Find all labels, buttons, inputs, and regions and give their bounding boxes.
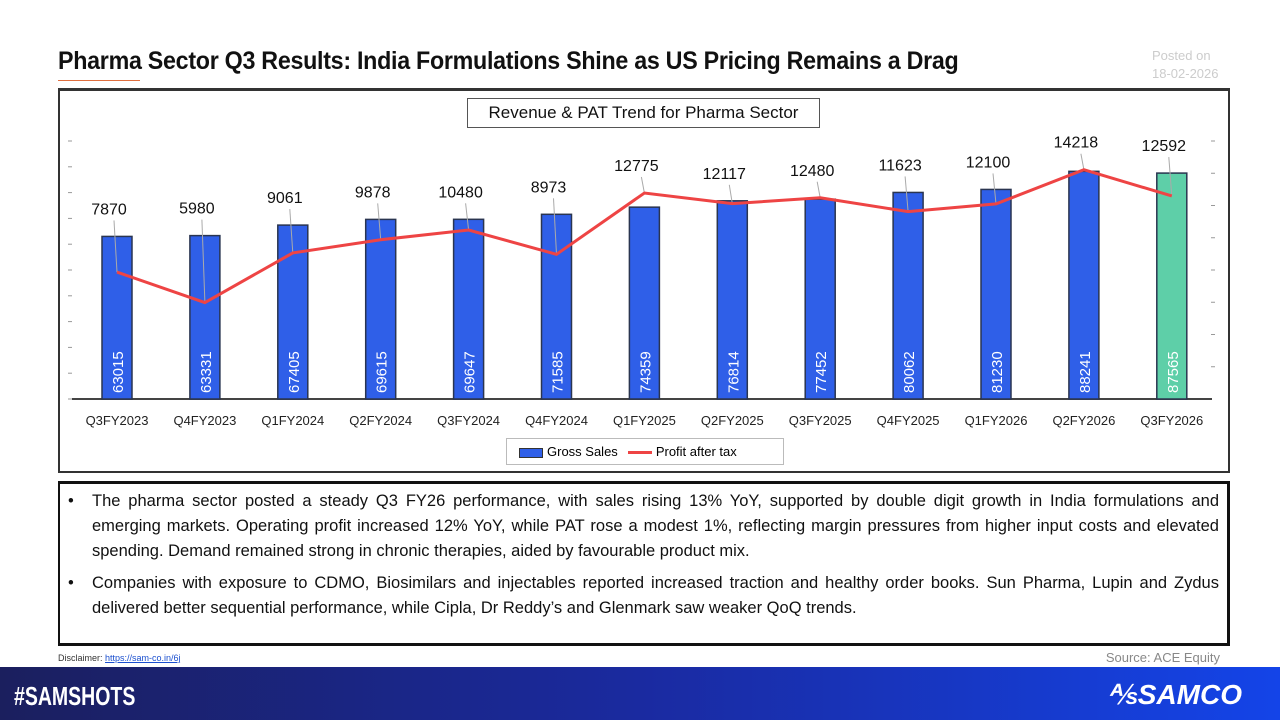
commentary-box: • The pharma sector posted a steady Q3 FY…: [58, 481, 1230, 646]
bar-gross-sales: [1068, 170, 1100, 400]
footer-banner: #SAMSHOTS ⅍SAMCO: [0, 667, 1280, 720]
bar-gross-sales: [980, 188, 1012, 400]
x-tick-label: Q3FY2026: [1140, 413, 1203, 428]
bar-data-label: 63015: [110, 351, 127, 393]
x-tick-label: Q4FY2024: [525, 413, 588, 428]
data-label-leader: [201, 219, 206, 303]
disclaimer-link[interactable]: https://sam-co.in/6j: [105, 653, 181, 663]
bar-data-label: 69647: [462, 351, 479, 393]
footer-hashtag: #SAMSHOTS: [14, 681, 136, 711]
x-tick-label: Q4FY2023: [173, 413, 236, 428]
bar-gross-sales: [628, 206, 661, 400]
disclaimer-label: Disclaimer:: [58, 653, 103, 663]
x-tick-label: Q2FY2025: [701, 413, 764, 428]
data-label-leader: [992, 173, 997, 204]
page-title: Pharma Sector Q3 Results: India Formulat…: [58, 47, 959, 75]
data-label-leader: [728, 184, 733, 204]
legend: Gross Sales Profit after tax: [506, 438, 784, 465]
bar-gross-sales: [892, 191, 924, 400]
line-data-label: 5980: [179, 201, 215, 218]
line-swatch: [627, 451, 652, 455]
bar-gross-sales: [1156, 172, 1188, 400]
legend-label: Profit after tax: [655, 444, 737, 459]
data-label-leader: [113, 220, 118, 273]
posted-label: Posted on: [1152, 48, 1211, 63]
data-label-leader: [377, 203, 382, 240]
chart-container: [58, 88, 1230, 473]
x-tick-label: Q1FY2025: [613, 413, 676, 428]
line-data-label: 12117: [703, 166, 746, 183]
line-data-label: 12100: [966, 154, 1011, 171]
data-label-leader: [1168, 157, 1173, 196]
data-label-leader: [465, 203, 470, 231]
bullet: •: [68, 492, 74, 510]
brand-logo: ⅍SAMCO: [1110, 679, 1242, 711]
line-data-label: 12480: [790, 163, 835, 180]
line-data-label: 7870: [91, 201, 127, 218]
line-data-label: 14218: [1054, 135, 1099, 152]
bar-data-label: 87565: [1165, 351, 1182, 393]
source-note: Source: ACE Equity: [1105, 650, 1220, 665]
data-label-leader: [1080, 153, 1085, 170]
note-text: The pharma sector posted a steady Q3 FY2…: [92, 492, 1219, 560]
bar-gross-sales: [189, 234, 221, 400]
line-data-label: 12775: [614, 158, 659, 175]
line-data-label: 12592: [1142, 138, 1187, 155]
chart-title: Revenue & PAT Trend for Pharma Sector: [467, 98, 820, 128]
x-tick-label: Q3FY2025: [789, 413, 852, 428]
brand-name: SAMCO: [1137, 679, 1242, 710]
legend-item-pat: Profit after tax: [627, 444, 737, 459]
legend-item-gross-sales: Gross Sales: [519, 444, 618, 459]
note-text: Companies with exposure to CDMO, Biosimi…: [92, 574, 1219, 617]
line-data-label: 9061: [267, 190, 303, 207]
posted-info: Posted on 18-02-2026: [1152, 47, 1219, 83]
data-label-leader: [640, 176, 645, 194]
bar-gross-sales: [364, 218, 397, 400]
bar-gross-sales: [452, 218, 485, 400]
x-tick-label: Q2FY2026: [1052, 413, 1115, 428]
bar-data-label: 88241: [1077, 351, 1094, 393]
bar-data-label: 81230: [989, 351, 1006, 393]
note-item: • Companies with exposure to CDMO, Biosim…: [68, 571, 1219, 621]
x-tick-label: Q3FY2024: [437, 413, 500, 428]
x-tick-label: Q4FY2025: [877, 413, 940, 428]
bar-gross-sales: [716, 200, 749, 400]
note-item: • The pharma sector posted a steady Q3 FY…: [68, 489, 1219, 564]
bullet: •: [68, 574, 74, 592]
bar-data-label: 80062: [901, 351, 918, 393]
bar-data-label: 63331: [198, 351, 215, 393]
posted-date: 18-02-2026: [1152, 66, 1219, 81]
bar-data-label: 67405: [286, 351, 303, 393]
data-label-leader: [553, 198, 557, 255]
x-tick-label: Q2FY2024: [349, 413, 412, 428]
bar-swatch: [519, 447, 543, 458]
legend-label: Gross Sales: [547, 444, 618, 459]
title-underline: [58, 80, 140, 81]
line-data-label: 9878: [355, 184, 391, 201]
data-label-leader: [816, 181, 821, 198]
x-tick-label: Q1FY2024: [261, 413, 324, 428]
data-label-leader: [289, 209, 294, 253]
x-tick-label: Q1FY2026: [965, 413, 1028, 428]
data-label-leader: [904, 176, 909, 212]
bar-data-label: 76814: [725, 351, 742, 393]
disclaimer: Disclaimer: https://sam-co.in/6j: [58, 653, 181, 663]
line-data-label: 8973: [531, 179, 567, 196]
line-data-label: 11623: [878, 157, 921, 174]
bar-data-label: 77452: [813, 351, 830, 393]
bar-data-label: 71585: [550, 351, 567, 393]
samco-logo-icon: ⅍: [1109, 679, 1138, 710]
bar-data-label: 74359: [637, 351, 654, 393]
line-profit-after-tax: [116, 168, 1173, 305]
x-tick-label: Q3FY2023: [86, 413, 149, 428]
line-data-label: 10480: [438, 184, 483, 201]
bar-data-label: 69615: [374, 351, 391, 393]
